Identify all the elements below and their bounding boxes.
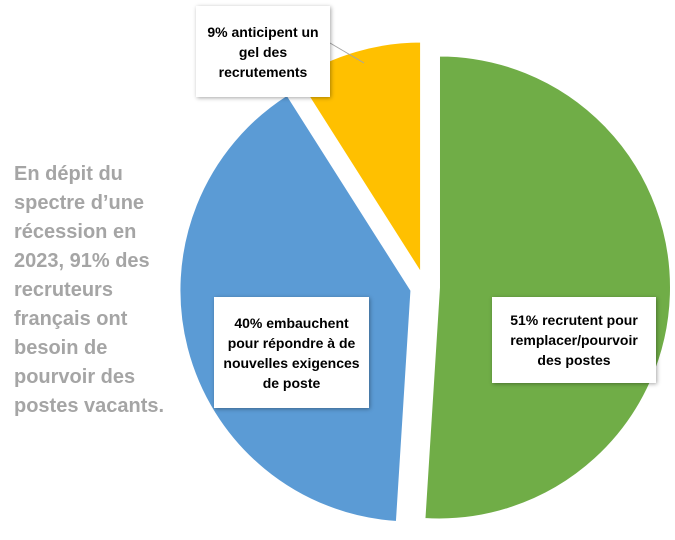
- side-caption: En dépit du spectre d’une récession en 2…: [14, 163, 165, 417]
- leader-line: [329, 42, 365, 64]
- slice-recrutent: [423, 54, 672, 521]
- data-label-recrutent: 51% recrutent pour remplacer/pourvoir de…: [492, 297, 656, 383]
- data-label-embauchent: 40% embauchent pour répondre à de nouvel…: [214, 297, 369, 408]
- data-label-gel: 9% anticipent un gel des recrutements: [196, 6, 330, 97]
- pie-slices: [178, 40, 672, 524]
